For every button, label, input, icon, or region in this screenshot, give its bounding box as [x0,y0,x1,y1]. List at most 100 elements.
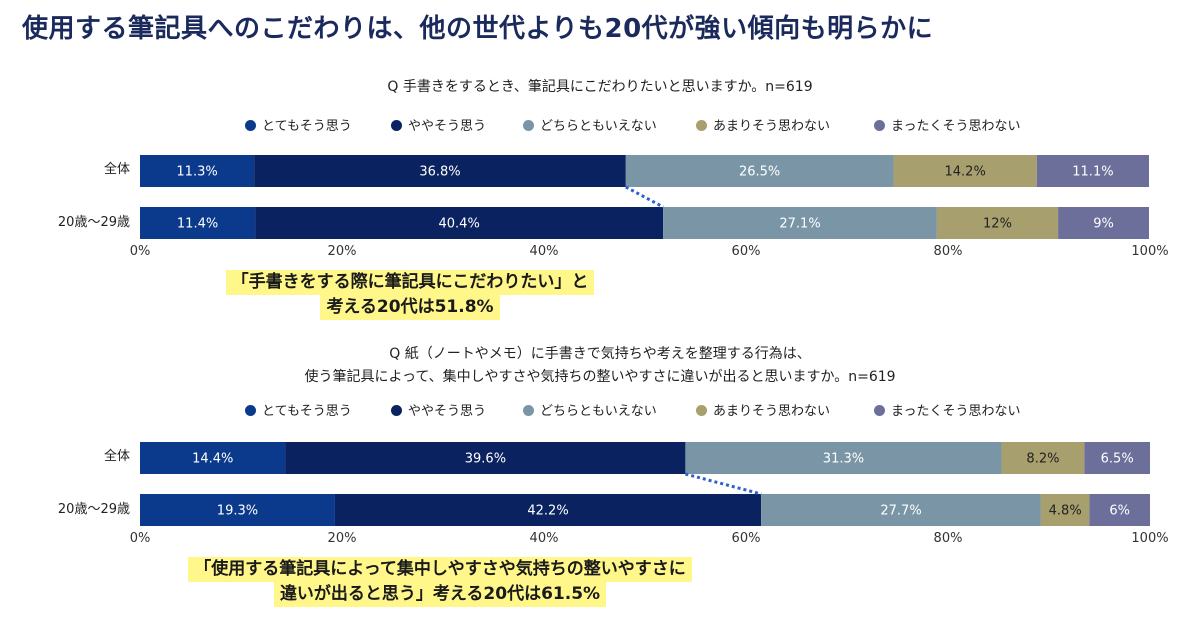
bar-segment [255,207,664,239]
bar-value-label: 9% [1093,217,1114,232]
legend-item: どちらともいえない [523,402,657,422]
legend-item: まったくそう思わない [874,117,1020,137]
bar-segment [1036,155,1149,187]
bar-segment [140,155,255,187]
legend-dot-icon [391,120,402,131]
chart2-question-line1: Q 紙（ノートやメモ）に手書きで気持ちや考えを整理する行為は、 [389,346,811,362]
x-tick-label: 0% [129,244,151,259]
x-tick-label: 20% [327,531,357,546]
legend-dot-icon [696,405,707,416]
legend-label: どちらともいえない [540,119,657,134]
bar-value-label: 14.4% [192,452,233,467]
x-tick-label: 0% [129,531,151,546]
bar-value-label: 26.5% [739,165,780,180]
legend-item: とてもそう思う [245,402,352,422]
bar-value-label: 42.2% [527,504,568,519]
x-tick-label: 100% [1131,531,1169,546]
legend-label: どちらともいえない [540,404,657,419]
chart2-question-line2: 使う筆記具によって、集中しやすさや気持ちの整いやすさに違いが出ると思いますか。n… [304,369,896,385]
bar-value-label: 8.2% [1026,452,1059,467]
legend-label: ややそう思う [408,119,487,134]
bar-value-label: 11.1% [1072,165,1113,180]
legend-item: あまりそう思わない [696,117,830,137]
category-label: 20歳〜29歳 [57,215,130,230]
legend-dot-icon [391,405,402,416]
legend-label: とてもそう思う [262,404,352,419]
legend-item: ややそう思う [391,117,486,137]
category-label: 全体 [103,449,130,464]
chart1-legend: とてもそう思う ややそう思う どちらともいえない あまりそう思わない まったくそ… [245,117,1045,137]
bar-segment [1058,207,1149,239]
bar-segment [254,155,626,187]
x-tick-label: 20% [327,244,357,259]
bar-value-label: 39.6% [465,452,506,467]
bar-value-label: 27.1% [779,217,820,232]
connector-line [625,185,664,209]
bar-value-label: 14.2% [945,165,986,180]
bar-segment [334,494,762,526]
bar-segment [1089,494,1150,526]
chart1-bars: 11.3% 36.8% 26.5% 14.2% 11.1% 11.4% 40.4% 27.1%… [140,155,1149,239]
connector-line [685,472,762,496]
x-tick-label: 40% [529,531,559,546]
bar-segment [1084,442,1150,474]
x-tick-label: 40% [529,244,559,259]
chart1-callout: 「手書きをする際に筆記具にこだわりたい」と 考える20代は51.8% [190,270,630,320]
legend-dot-icon [523,120,534,131]
legend-label: あまりそう思わない [713,119,831,134]
x-tick-label: 60% [731,244,761,259]
legend-item: まったくそう思わない [874,402,1020,422]
legend-dot-icon [245,405,256,416]
bar-value-label: 31.3% [823,452,864,467]
bar-segment [140,494,335,526]
bar-value-label: 19.3% [217,504,258,519]
bar-segment [663,207,937,239]
legend-dot-icon [696,120,707,131]
page-headline: 使用する筆記具へのこだわりは、他の世代よりも20代が強い傾向も明らかに [22,14,934,44]
callout-line: 「手書きをする際に筆記具にこだわりたい」と [225,270,595,295]
category-label: 全体 [103,162,130,177]
callout-line: 「使用する筆記具によって集中しやすさや気持ちの整いやすさに [188,557,692,582]
bar-segment [140,207,256,239]
bar-segment [1040,494,1090,526]
legend-label: ややそう思う [408,404,487,419]
legend-item: ややそう思う [391,402,486,422]
bar-segment [285,442,686,474]
bar-segment [1001,442,1085,474]
chart2-legend: とてもそう思う ややそう思う どちらともいえない あまりそう思わない まったくそ… [245,402,1045,422]
x-tick-label: 80% [933,531,963,546]
bar-segment [685,442,1002,474]
category-label: 20歳〜29歳 [57,502,130,517]
legend-dot-icon [874,120,885,131]
bar-value-label: 6% [1109,504,1130,519]
chart2-bars: 14.4% 39.6% 31.3% 8.2% 6.5% 19.3% 42.2% 27.7% 4.… [140,442,1150,526]
bar-segment [936,207,1059,239]
bar-value-label: 11.4% [177,217,218,232]
x-tick-label: 60% [731,531,761,546]
bar-segment [893,155,1037,187]
x-tick-label: 80% [933,244,963,259]
bar-segment [761,494,1041,526]
callout-line: 考える20代は51.8% [320,295,500,320]
legend-item: どちらともいえない [523,117,657,137]
chart1-question: Q 手書きをするとき、筆記具にこだわりたいと思いますか。n=619 [387,79,813,95]
bar-segment [625,155,894,187]
bar-value-label: 40.4% [439,217,480,232]
bar-segment [140,442,286,474]
x-tick-label: 100% [1131,244,1169,259]
bar-value-label: 4.8% [1049,504,1082,519]
bar-value-label: 36.8% [419,165,460,180]
bar-value-label: 27.7% [880,504,921,519]
legend-label: あまりそう思わない [713,404,831,419]
legend-dot-icon [523,405,534,416]
legend-item: あまりそう思わない [696,402,830,422]
legend-label: まったくそう思わない [891,404,1021,419]
legend-item: とてもそう思う [245,117,352,137]
bar-value-label: 11.3% [176,165,217,180]
chart2-callout: 「使用する筆記具によって集中しやすさや気持ちの整いやすさに 違いが出ると思う」考… [140,557,740,607]
callout-line: 違いが出ると思う」考える20代は61.5% [273,582,607,607]
bar-value-label: 6.5% [1101,452,1134,467]
legend-dot-icon [874,405,885,416]
legend-label: まったくそう思わない [891,119,1021,134]
legend-label: とてもそう思う [262,119,352,134]
